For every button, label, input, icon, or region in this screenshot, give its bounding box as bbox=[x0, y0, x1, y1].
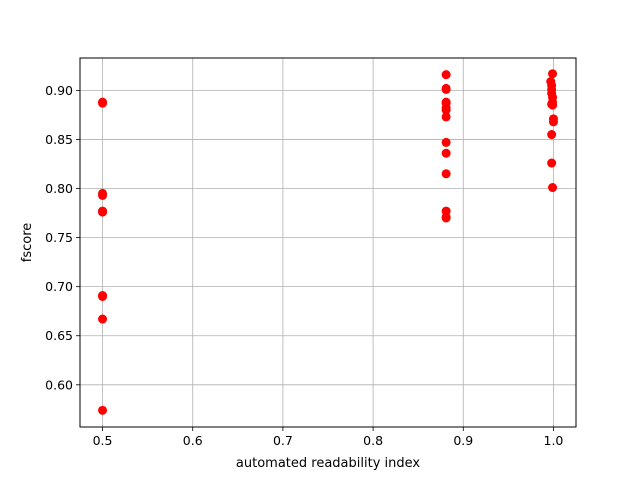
x-tick-label: 0.9 bbox=[453, 433, 473, 448]
y-tick-label: 0.65 bbox=[45, 328, 73, 343]
data-point bbox=[441, 105, 451, 115]
x-axis-ticks: 0.5 0.6 0.7 0.8 0.9 1.0 bbox=[93, 427, 564, 448]
y-tick-label: 0.80 bbox=[45, 181, 73, 196]
data-point bbox=[98, 207, 108, 217]
data-point bbox=[441, 213, 451, 223]
data-point bbox=[441, 169, 451, 179]
data-points bbox=[98, 69, 558, 415]
y-tick-label: 0.60 bbox=[45, 377, 73, 392]
y-tick-label: 0.70 bbox=[45, 279, 73, 294]
grid-lines bbox=[80, 58, 576, 427]
data-point bbox=[441, 84, 451, 94]
data-point bbox=[547, 130, 557, 140]
x-tick-label: 0.7 bbox=[273, 433, 293, 448]
data-point bbox=[441, 137, 451, 147]
data-point bbox=[441, 112, 451, 122]
y-tick-label: 0.90 bbox=[45, 83, 73, 98]
data-point bbox=[547, 158, 557, 168]
y-tick-label: 0.85 bbox=[45, 132, 73, 147]
data-point bbox=[98, 291, 108, 301]
data-point bbox=[548, 100, 558, 110]
x-tick-label: 1.0 bbox=[544, 433, 564, 448]
y-axis-label: fscore bbox=[20, 223, 35, 263]
x-tick-label: 0.5 bbox=[93, 433, 113, 448]
y-tick-label: 0.75 bbox=[45, 230, 73, 245]
data-point bbox=[441, 70, 451, 80]
data-point bbox=[548, 117, 558, 127]
data-point bbox=[548, 183, 558, 193]
data-point bbox=[98, 314, 108, 324]
data-point bbox=[548, 69, 558, 79]
x-tick-label: 0.8 bbox=[363, 433, 383, 448]
data-point bbox=[98, 405, 108, 415]
data-point bbox=[98, 98, 108, 108]
y-axis-ticks: 0.60 0.65 0.70 0.75 0.80 0.85 0.90 bbox=[45, 83, 80, 392]
x-axis-label: automated readability index bbox=[236, 456, 420, 471]
data-point bbox=[441, 148, 451, 158]
x-tick-label: 0.6 bbox=[183, 433, 203, 448]
plot-frame bbox=[79, 57, 577, 428]
data-point bbox=[98, 190, 108, 200]
